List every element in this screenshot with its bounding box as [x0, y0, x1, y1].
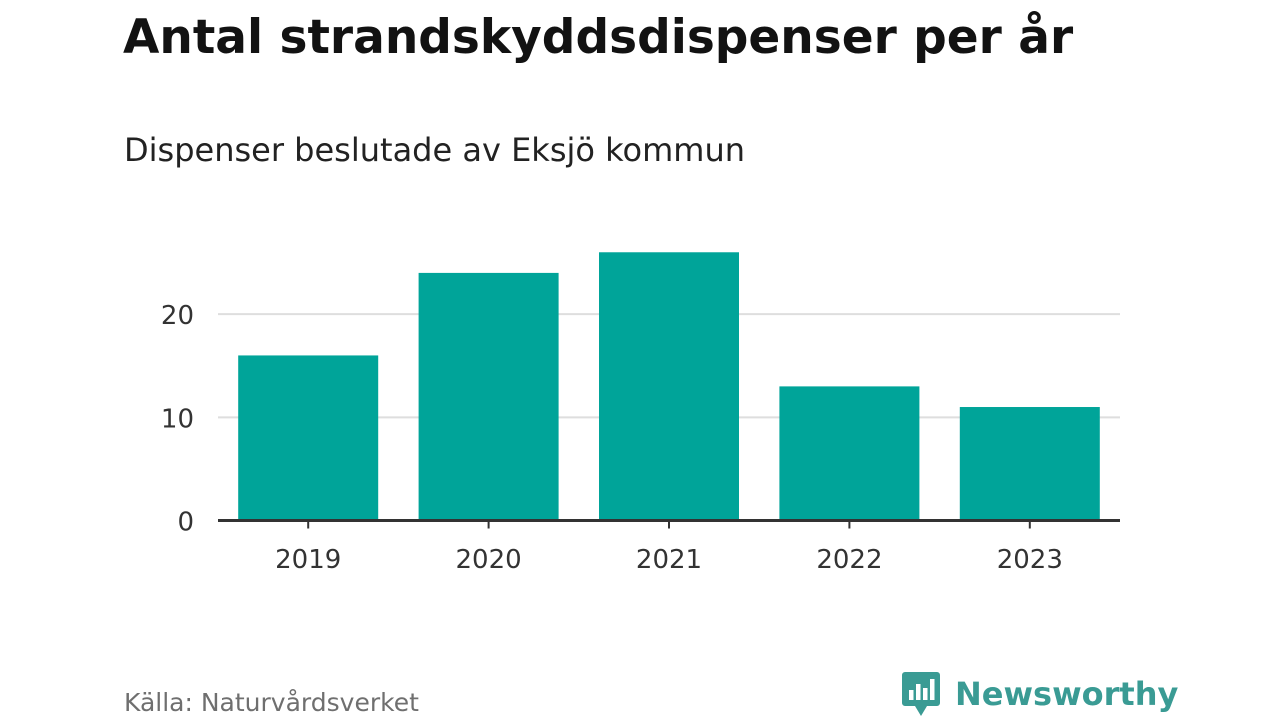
x-tick-label: 2022 — [816, 545, 882, 575]
source-note: Källa: Naturvårdsverket — [124, 688, 419, 717]
y-tick-label: 0 — [177, 508, 194, 538]
brand-logo: Newsworthy — [901, 670, 1178, 718]
bar — [238, 355, 379, 521]
bar — [959, 407, 1100, 521]
chart-subtitle: Dispenser beslutade av Eksjö kommun — [124, 131, 745, 169]
y-tick-label: 20 — [161, 301, 194, 331]
bar-chart-speech-bubble-icon — [902, 672, 940, 716]
bar — [599, 252, 739, 521]
x-tick-label: 2019 — [275, 545, 341, 575]
x-tick-label: 2023 — [997, 545, 1063, 575]
bar — [418, 272, 559, 521]
bar-chart: 0 10 20 2019 2020 2021 2022 2023 — [161, 252, 1120, 575]
x-tick-label: 2021 — [636, 545, 702, 575]
y-tick-label: 10 — [161, 404, 194, 434]
axes — [218, 519, 1120, 529]
brand-name: Newsworthy — [955, 675, 1179, 713]
x-tick-label: 2020 — [456, 545, 522, 575]
chart-title: Antal strandskyddsdispenser per år — [123, 10, 1074, 65]
bar — [779, 386, 920, 521]
tick-labels: 0 10 20 2019 2020 2021 2022 2023 — [161, 301, 1063, 575]
bars — [238, 252, 1100, 521]
